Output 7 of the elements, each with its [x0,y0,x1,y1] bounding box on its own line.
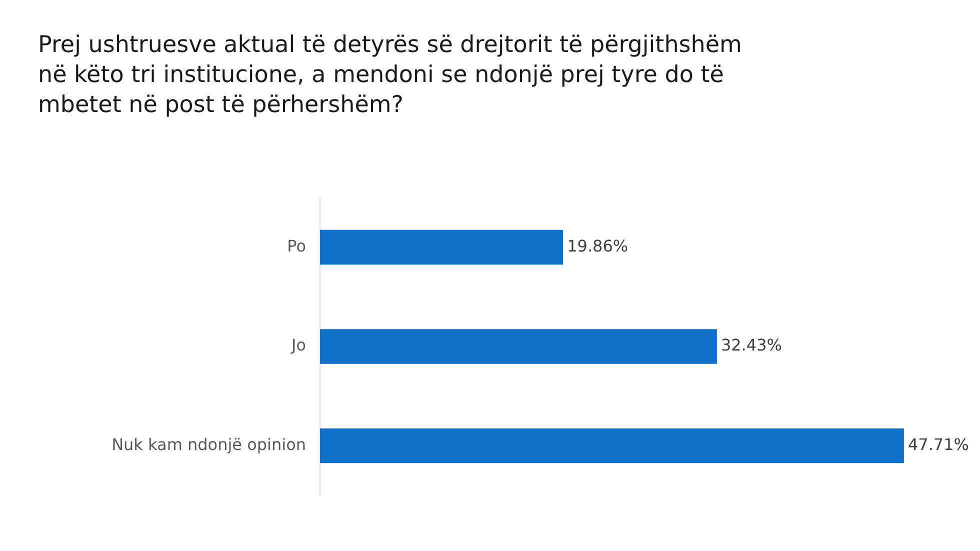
data-label: 47.71% [908,434,969,454]
y-tick-label: Po [287,236,306,256]
y-tick-label: Jo [290,336,306,355]
chart-title: Prej ushtruesve aktual të detyrës së drejtorit të përgjithshëm në këto tri institucione, a mendoni se ndonjë prej tyre do të mbetet në post të përhershëm? [38,31,743,120]
data-label: 32.43% [720,336,782,355]
y-tick-label: Nuk kam ndonjë opinion [112,434,306,454]
data-label: 19.86% [567,236,628,256]
